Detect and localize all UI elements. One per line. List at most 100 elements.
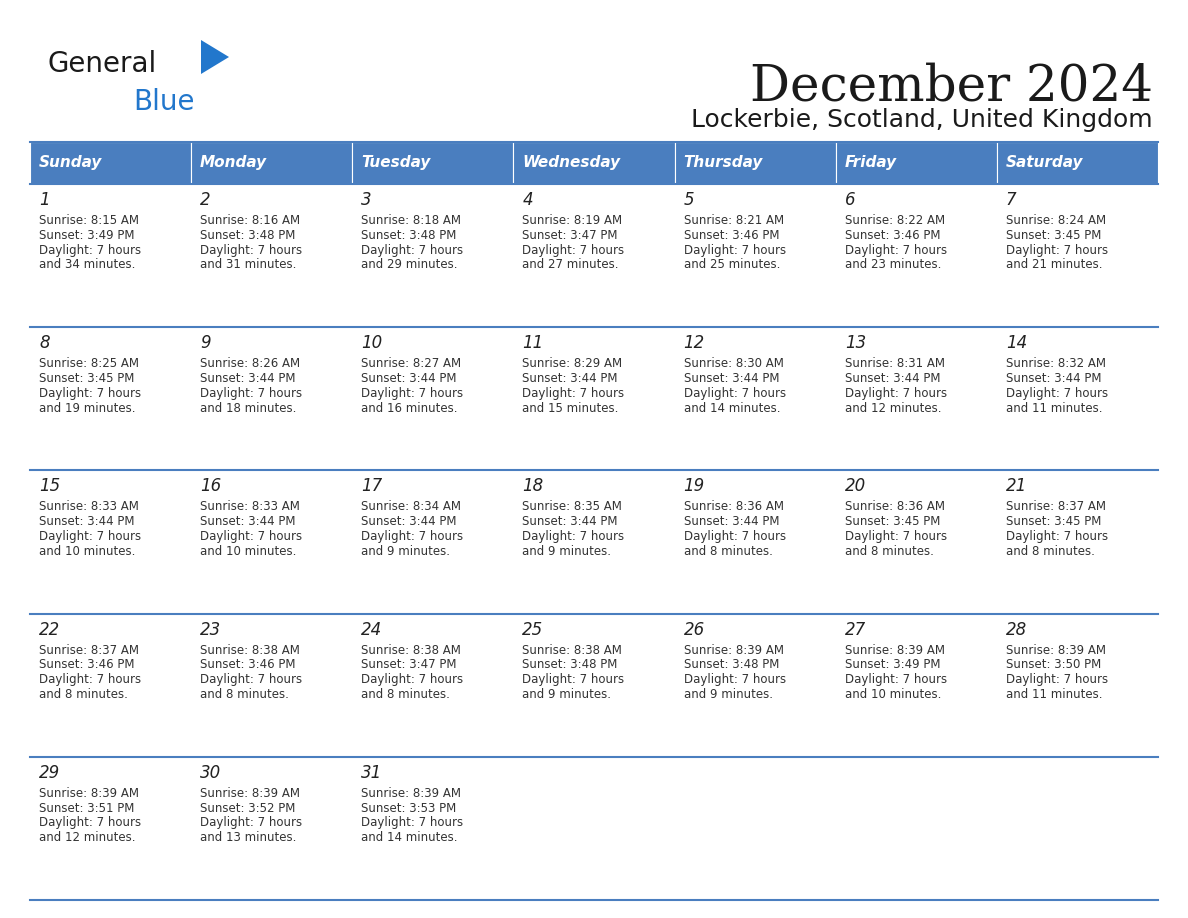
Text: Sunset: 3:44 PM: Sunset: 3:44 PM	[845, 372, 940, 385]
Text: Daylight: 7 hours: Daylight: 7 hours	[845, 243, 947, 257]
Text: Thursday: Thursday	[683, 155, 763, 171]
Text: 25: 25	[523, 621, 544, 639]
Text: Sunrise: 8:24 AM: Sunrise: 8:24 AM	[1006, 214, 1106, 227]
Text: and 12 minutes.: and 12 minutes.	[845, 401, 941, 415]
Text: Sunset: 3:44 PM: Sunset: 3:44 PM	[200, 372, 296, 385]
Text: Sunrise: 8:39 AM: Sunrise: 8:39 AM	[1006, 644, 1106, 656]
Bar	[835, 613, 997, 756]
Text: Sunset: 3:51 PM: Sunset: 3:51 PM	[39, 801, 134, 814]
Text: and 21 minutes.: and 21 minutes.	[1006, 258, 1102, 272]
Text: and 13 minutes.: and 13 minutes.	[200, 831, 297, 845]
Bar	[997, 142, 1158, 184]
Text: and 15 minutes.: and 15 minutes.	[523, 401, 619, 415]
Bar	[835, 142, 997, 184]
Text: Sunset: 3:50 PM: Sunset: 3:50 PM	[1006, 658, 1101, 671]
Bar	[30, 756, 191, 900]
Text: and 9 minutes.: and 9 minutes.	[523, 544, 612, 558]
Text: Daylight: 7 hours: Daylight: 7 hours	[200, 673, 302, 686]
Text: 17: 17	[361, 477, 383, 496]
Text: and 14 minutes.: and 14 minutes.	[361, 831, 457, 845]
Text: and 25 minutes.: and 25 minutes.	[683, 258, 781, 272]
Text: Sunset: 3:45 PM: Sunset: 3:45 PM	[39, 372, 134, 385]
Text: and 8 minutes.: and 8 minutes.	[845, 544, 934, 558]
Bar	[513, 184, 675, 327]
Polygon shape	[201, 40, 229, 74]
Text: and 8 minutes.: and 8 minutes.	[683, 544, 772, 558]
Text: Daylight: 7 hours: Daylight: 7 hours	[683, 530, 785, 543]
Text: 6: 6	[845, 191, 855, 209]
Text: Sunset: 3:48 PM: Sunset: 3:48 PM	[361, 229, 456, 241]
Text: Sunrise: 8:39 AM: Sunrise: 8:39 AM	[39, 787, 139, 800]
Bar	[675, 142, 835, 184]
Text: and 31 minutes.: and 31 minutes.	[200, 258, 297, 272]
Text: and 19 minutes.: and 19 minutes.	[39, 401, 135, 415]
Text: 28: 28	[1006, 621, 1028, 639]
Text: Sunset: 3:44 PM: Sunset: 3:44 PM	[361, 372, 456, 385]
Text: 24: 24	[361, 621, 383, 639]
Text: Sunrise: 8:18 AM: Sunrise: 8:18 AM	[361, 214, 461, 227]
Text: and 10 minutes.: and 10 minutes.	[845, 688, 941, 701]
Text: 14: 14	[1006, 334, 1028, 353]
Bar	[997, 613, 1158, 756]
Bar	[513, 613, 675, 756]
Text: Sunset: 3:44 PM: Sunset: 3:44 PM	[1006, 372, 1101, 385]
Bar	[997, 184, 1158, 327]
Bar	[30, 184, 191, 327]
Text: Sunrise: 8:36 AM: Sunrise: 8:36 AM	[845, 500, 944, 513]
Text: Daylight: 7 hours: Daylight: 7 hours	[39, 816, 141, 829]
Text: Daylight: 7 hours: Daylight: 7 hours	[523, 673, 625, 686]
Text: 9: 9	[200, 334, 210, 353]
Text: Daylight: 7 hours: Daylight: 7 hours	[683, 243, 785, 257]
Text: Daylight: 7 hours: Daylight: 7 hours	[39, 243, 141, 257]
Bar	[835, 756, 997, 900]
Bar	[353, 613, 513, 756]
Text: Sunrise: 8:30 AM: Sunrise: 8:30 AM	[683, 357, 783, 370]
Bar	[353, 142, 513, 184]
Text: 8: 8	[39, 334, 50, 353]
Text: Daylight: 7 hours: Daylight: 7 hours	[1006, 386, 1108, 400]
Text: Daylight: 7 hours: Daylight: 7 hours	[683, 386, 785, 400]
Text: and 27 minutes.: and 27 minutes.	[523, 258, 619, 272]
Text: Sunrise: 8:39 AM: Sunrise: 8:39 AM	[361, 787, 461, 800]
Text: Sunset: 3:52 PM: Sunset: 3:52 PM	[200, 801, 296, 814]
Text: Sunrise: 8:36 AM: Sunrise: 8:36 AM	[683, 500, 784, 513]
Text: 19: 19	[683, 477, 704, 496]
Text: Daylight: 7 hours: Daylight: 7 hours	[200, 816, 302, 829]
Bar	[835, 327, 997, 470]
Text: Daylight: 7 hours: Daylight: 7 hours	[39, 530, 141, 543]
Text: 27: 27	[845, 621, 866, 639]
Text: and 23 minutes.: and 23 minutes.	[845, 258, 941, 272]
Text: Sunrise: 8:37 AM: Sunrise: 8:37 AM	[39, 644, 139, 656]
Text: Sunset: 3:47 PM: Sunset: 3:47 PM	[361, 658, 456, 671]
Text: and 8 minutes.: and 8 minutes.	[1006, 544, 1094, 558]
Text: Sunrise: 8:15 AM: Sunrise: 8:15 AM	[39, 214, 139, 227]
Bar	[191, 142, 353, 184]
Bar	[675, 756, 835, 900]
Bar	[30, 470, 191, 613]
Text: Sunday: Sunday	[39, 155, 102, 171]
Bar	[30, 327, 191, 470]
Text: Sunset: 3:48 PM: Sunset: 3:48 PM	[683, 658, 779, 671]
Text: and 9 minutes.: and 9 minutes.	[683, 688, 772, 701]
Text: Sunset: 3:44 PM: Sunset: 3:44 PM	[39, 515, 134, 528]
Text: 10: 10	[361, 334, 383, 353]
Bar	[191, 327, 353, 470]
Text: 23: 23	[200, 621, 221, 639]
Text: Daylight: 7 hours: Daylight: 7 hours	[683, 673, 785, 686]
Bar	[675, 470, 835, 613]
Text: December 2024: December 2024	[750, 62, 1154, 111]
Text: 13: 13	[845, 334, 866, 353]
Bar	[30, 613, 191, 756]
Bar	[30, 142, 191, 184]
Text: Sunrise: 8:22 AM: Sunrise: 8:22 AM	[845, 214, 944, 227]
Text: Daylight: 7 hours: Daylight: 7 hours	[39, 386, 141, 400]
Text: Daylight: 7 hours: Daylight: 7 hours	[523, 243, 625, 257]
Text: Sunset: 3:44 PM: Sunset: 3:44 PM	[523, 515, 618, 528]
Text: 26: 26	[683, 621, 704, 639]
Text: and 18 minutes.: and 18 minutes.	[200, 401, 297, 415]
Text: and 8 minutes.: and 8 minutes.	[200, 688, 289, 701]
Bar	[191, 184, 353, 327]
Text: Sunrise: 8:19 AM: Sunrise: 8:19 AM	[523, 214, 623, 227]
Bar	[191, 470, 353, 613]
Text: Sunset: 3:44 PM: Sunset: 3:44 PM	[200, 515, 296, 528]
